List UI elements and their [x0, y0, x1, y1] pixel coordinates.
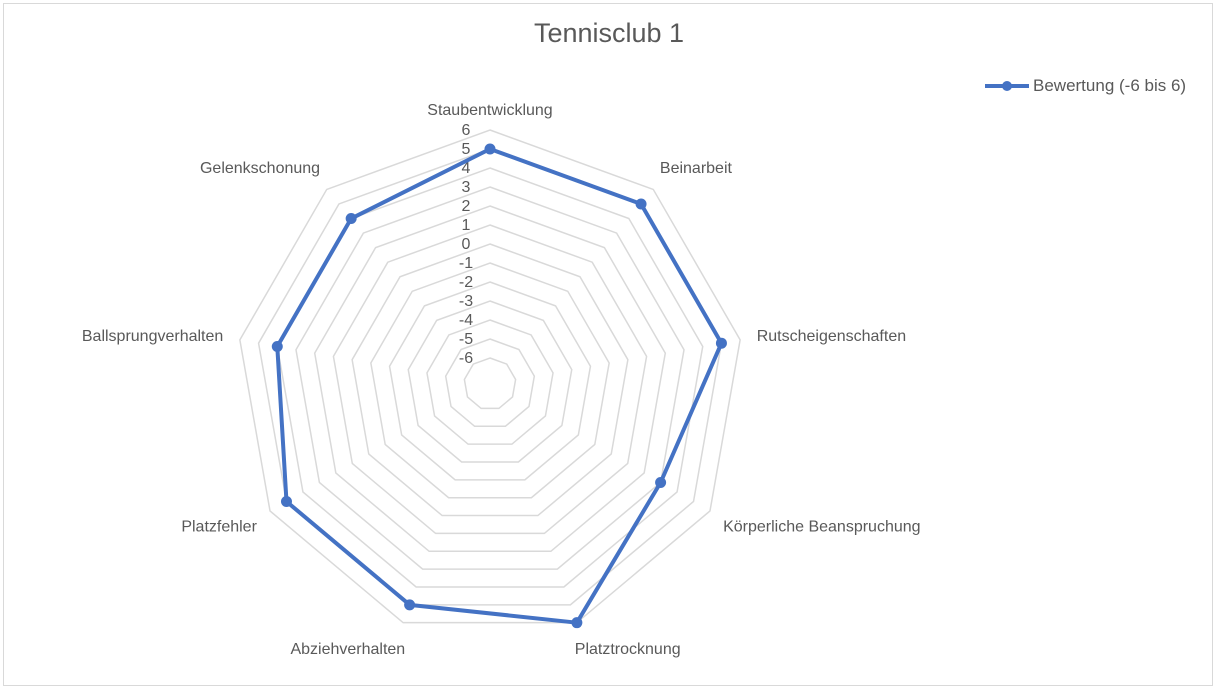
grid-ring-3: [295, 186, 685, 570]
category-label: Staubentwicklung: [427, 102, 552, 119]
grid-ring-0: [351, 243, 629, 517]
grid-ring-1: [332, 224, 648, 535]
data-point[interactable]: [484, 143, 496, 155]
series-layer: [271, 143, 727, 629]
grid-ring--6: [463, 357, 517, 410]
series-line: [275, 147, 724, 625]
tick-label: 6: [462, 122, 471, 139]
tick-label: 4: [462, 160, 471, 177]
grid-ring--5: [444, 338, 536, 428]
data-point[interactable]: [271, 340, 283, 352]
grid-layer: [239, 129, 741, 624]
tick-label: -3: [459, 293, 473, 310]
data-point[interactable]: [571, 617, 583, 629]
tick-label: -2: [459, 274, 473, 291]
legend-label: Bewertung (-6 bis 6): [1033, 76, 1187, 95]
tick-label: -1: [459, 255, 473, 272]
chart-title: Tennisclub 1: [533, 18, 685, 48]
data-point[interactable]: [345, 213, 357, 225]
category-label: Rutscheigenschaften: [757, 328, 906, 345]
category-label: Beinarbeit: [660, 160, 733, 177]
category-labels: Staubentwicklung Beinarbeit Rutscheigensch…: [82, 102, 921, 658]
data-point[interactable]: [280, 496, 292, 507]
grid-ring-4: [276, 167, 704, 588]
tick-label: -5: [459, 331, 473, 348]
legend: Bewertung (-6 bis 6): [983, 76, 1186, 96]
data-point[interactable]: [715, 337, 727, 349]
data-point[interactable]: [655, 477, 667, 488]
tick-label: 3: [462, 179, 471, 196]
tick-label: 0: [462, 236, 471, 253]
category-label: Platzfehler: [181, 519, 257, 536]
legend-marker: [985, 81, 1029, 91]
tick-label: 1: [462, 217, 471, 234]
category-label: Körperliche Beanspruchung: [723, 519, 920, 536]
data-point[interactable]: [404, 599, 416, 611]
tick-label: 5: [462, 141, 471, 158]
tick-label: -6: [459, 350, 473, 367]
grid-ring--1: [370, 262, 610, 499]
grid-ring--4: [426, 319, 554, 445]
data-point[interactable]: [635, 198, 647, 210]
category-label: Platztrocknung: [575, 641, 681, 658]
category-label: Ballsprungverhalten: [82, 328, 223, 345]
grid-ring--2: [388, 281, 592, 481]
grid-ring--3: [407, 300, 573, 463]
category-label: Abziehverhalten: [290, 641, 405, 658]
tick-layer: -6 -5 -4 -3 -2 -1 0 1 2 3 4 5 6: [459, 122, 473, 367]
category-label: Gelenkschonung: [200, 160, 320, 177]
grid-ring-2: [313, 205, 667, 553]
grid-ring-6: [239, 129, 741, 624]
tick-label: -4: [459, 312, 473, 329]
tick-label: 2: [462, 198, 471, 215]
